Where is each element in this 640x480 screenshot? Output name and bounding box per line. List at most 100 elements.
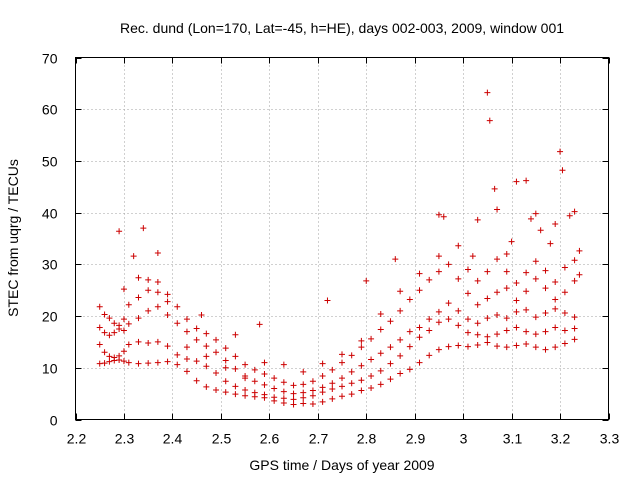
data-point xyxy=(576,247,583,254)
data-point xyxy=(183,355,190,362)
data-point xyxy=(464,316,471,323)
data-point xyxy=(339,393,345,400)
data-point xyxy=(271,375,278,382)
data-point xyxy=(261,391,268,398)
data-point xyxy=(222,364,229,371)
data-point xyxy=(368,384,375,391)
data-point xyxy=(232,365,239,372)
data-point xyxy=(513,297,520,304)
chart-title: Rec. dund (Lon=170, Lat=-45, h=HE), days… xyxy=(120,20,564,36)
data-point xyxy=(445,343,452,350)
data-point xyxy=(435,319,442,326)
data-point xyxy=(377,350,384,357)
data-point xyxy=(527,215,534,222)
data-point xyxy=(280,388,287,395)
data-point xyxy=(416,359,423,366)
data-point xyxy=(532,344,539,351)
x-tick-label: 3.3 xyxy=(600,431,620,447)
data-point xyxy=(397,288,404,295)
data-point xyxy=(232,383,239,390)
data-point xyxy=(120,348,127,355)
data-point xyxy=(251,378,258,385)
data-point xyxy=(319,384,326,391)
data-point xyxy=(193,358,200,365)
data-point xyxy=(571,336,578,343)
data-point xyxy=(106,332,113,339)
y-tick-labels: 0 10 20 30 40 50 60 70 xyxy=(42,51,58,429)
data-point xyxy=(557,148,564,155)
data-point xyxy=(164,343,171,350)
data-point xyxy=(242,392,249,399)
y-axis-label: STEC from uqrg / TECUs xyxy=(5,159,21,317)
data-point xyxy=(329,366,336,373)
y-tick-label: 70 xyxy=(42,51,58,67)
data-point xyxy=(377,326,384,333)
x-tick-label: 2.7 xyxy=(309,431,329,447)
data-point xyxy=(523,340,530,347)
data-point xyxy=(416,270,423,277)
data-point xyxy=(547,240,554,247)
data-point xyxy=(513,342,520,349)
data-point xyxy=(561,264,568,271)
data-point xyxy=(397,307,404,314)
data-point xyxy=(494,206,501,213)
data-point xyxy=(532,258,539,265)
data-point xyxy=(271,394,278,401)
data-point xyxy=(154,289,161,296)
data-point xyxy=(203,383,210,390)
data-point xyxy=(566,212,573,219)
data-point xyxy=(503,327,510,334)
data-point xyxy=(532,331,539,338)
data-point xyxy=(135,338,142,345)
data-point xyxy=(116,228,123,235)
data-point xyxy=(484,333,491,340)
data-point xyxy=(368,373,375,380)
data-point xyxy=(145,307,152,314)
data-point xyxy=(101,349,108,356)
data-point xyxy=(198,312,205,319)
data-point xyxy=(232,391,239,398)
data-point xyxy=(552,324,559,331)
data-point xyxy=(280,379,287,386)
data-point xyxy=(542,328,549,335)
data-point xyxy=(309,392,316,399)
data-point xyxy=(397,352,404,359)
data-point xyxy=(222,389,229,396)
data-point xyxy=(154,249,161,256)
data-point xyxy=(486,117,493,124)
data-point xyxy=(300,389,307,396)
data-point xyxy=(494,289,501,296)
data-point xyxy=(406,343,413,350)
data-point xyxy=(111,354,118,361)
data-point xyxy=(445,261,452,268)
data-point xyxy=(464,329,471,336)
data-point xyxy=(154,303,161,310)
data-point xyxy=(455,275,462,282)
data-point xyxy=(242,361,249,368)
data-point xyxy=(571,208,578,215)
data-point xyxy=(474,331,481,338)
data-point xyxy=(435,253,442,260)
grid xyxy=(75,57,609,420)
data-point xyxy=(319,360,326,367)
data-point xyxy=(503,268,510,275)
data-point xyxy=(491,185,498,192)
data-point xyxy=(290,390,297,397)
data-point xyxy=(106,315,113,322)
data-point xyxy=(329,395,336,402)
data-point xyxy=(116,352,123,359)
data-point xyxy=(435,211,442,218)
data-point xyxy=(261,381,268,388)
data-point xyxy=(319,398,326,405)
data-point xyxy=(474,301,481,308)
data-point xyxy=(96,360,103,367)
data-point xyxy=(358,387,365,394)
data-point xyxy=(523,177,530,184)
data-point xyxy=(474,320,481,327)
data-point xyxy=(290,401,297,408)
data-point xyxy=(106,353,113,360)
x-tick-label: 2.2 xyxy=(67,431,87,447)
data-point xyxy=(484,339,491,346)
data-point xyxy=(406,296,413,303)
